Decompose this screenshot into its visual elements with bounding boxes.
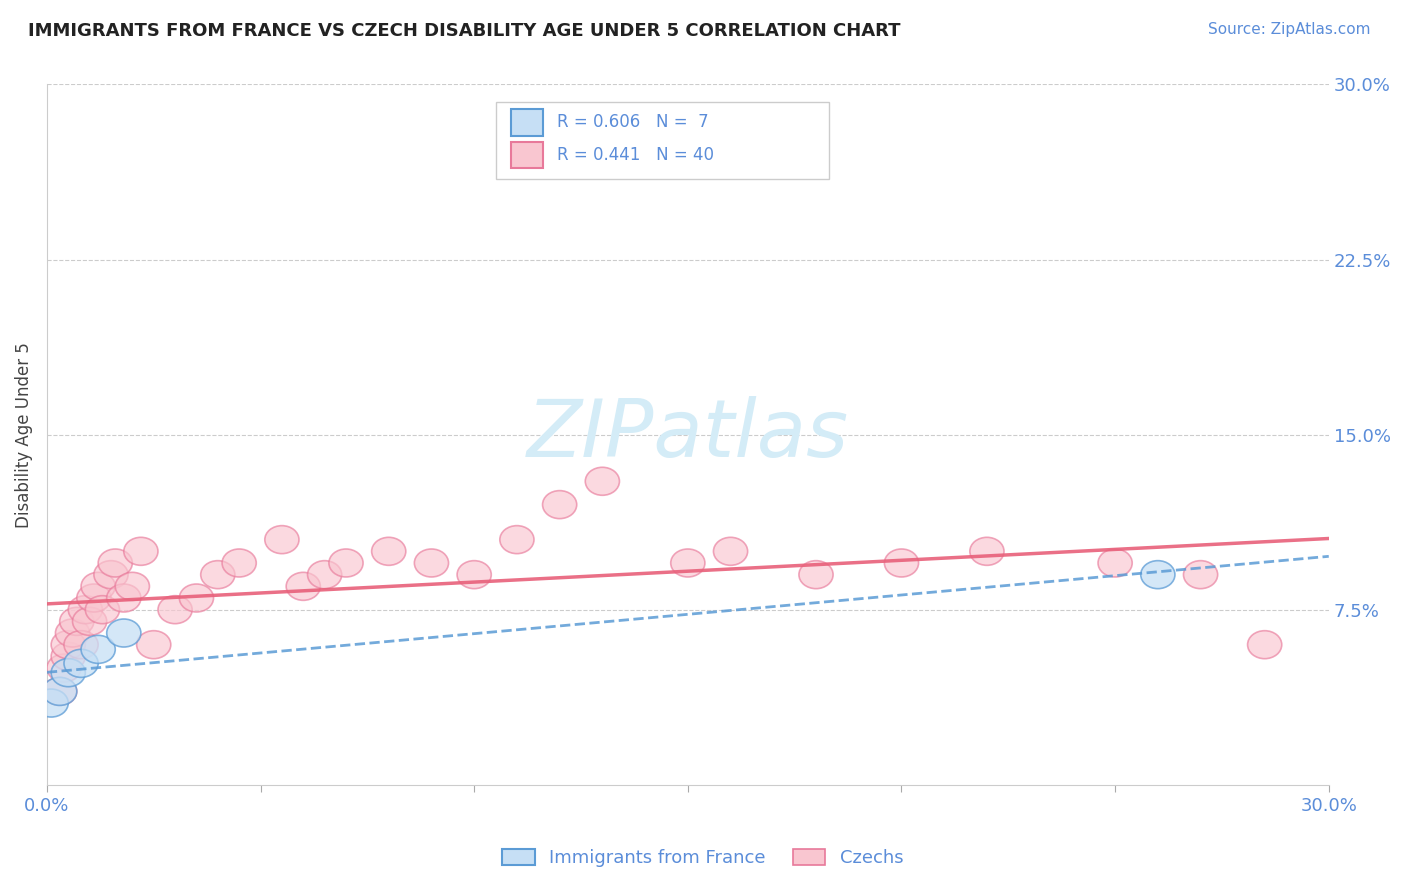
Ellipse shape — [94, 561, 128, 589]
Ellipse shape — [457, 561, 491, 589]
Ellipse shape — [222, 549, 256, 577]
FancyBboxPatch shape — [495, 102, 828, 179]
Ellipse shape — [69, 596, 103, 624]
Ellipse shape — [1184, 561, 1218, 589]
Ellipse shape — [371, 537, 406, 566]
Text: Source: ZipAtlas.com: Source: ZipAtlas.com — [1208, 22, 1371, 37]
Text: R = 0.606   N =  7: R = 0.606 N = 7 — [557, 113, 709, 131]
Ellipse shape — [585, 467, 620, 495]
Bar — [510, 109, 543, 136]
Ellipse shape — [180, 584, 214, 612]
Ellipse shape — [86, 596, 120, 624]
Ellipse shape — [82, 573, 115, 600]
Ellipse shape — [51, 631, 86, 658]
Ellipse shape — [65, 649, 98, 677]
Ellipse shape — [157, 596, 193, 624]
Ellipse shape — [499, 525, 534, 554]
Legend: Immigrants from France, Czechs: Immigrants from France, Czechs — [495, 841, 911, 874]
Ellipse shape — [73, 607, 107, 635]
Ellipse shape — [671, 549, 704, 577]
Text: ZIPatlas: ZIPatlas — [527, 395, 849, 474]
Ellipse shape — [329, 549, 363, 577]
Ellipse shape — [201, 561, 235, 589]
Ellipse shape — [543, 491, 576, 518]
Ellipse shape — [124, 537, 157, 566]
Ellipse shape — [51, 658, 86, 687]
Ellipse shape — [1140, 561, 1175, 589]
Ellipse shape — [46, 654, 82, 682]
Ellipse shape — [799, 561, 834, 589]
Ellipse shape — [34, 689, 69, 717]
Ellipse shape — [115, 573, 149, 600]
Ellipse shape — [264, 525, 299, 554]
Ellipse shape — [1098, 549, 1132, 577]
Text: IMMIGRANTS FROM FRANCE VS CZECH DISABILITY AGE UNDER 5 CORRELATION CHART: IMMIGRANTS FROM FRANCE VS CZECH DISABILI… — [28, 22, 901, 40]
Text: R = 0.441   N = 40: R = 0.441 N = 40 — [557, 146, 714, 164]
Ellipse shape — [884, 549, 918, 577]
Ellipse shape — [308, 561, 342, 589]
Ellipse shape — [42, 677, 77, 706]
Ellipse shape — [136, 631, 170, 658]
Ellipse shape — [107, 619, 141, 647]
Bar — [510, 142, 543, 169]
Ellipse shape — [415, 549, 449, 577]
Ellipse shape — [59, 607, 94, 635]
Ellipse shape — [55, 619, 90, 647]
Ellipse shape — [107, 584, 141, 612]
Ellipse shape — [51, 642, 86, 671]
Ellipse shape — [65, 631, 98, 658]
Y-axis label: Disability Age Under 5: Disability Age Under 5 — [15, 342, 32, 527]
Ellipse shape — [713, 537, 748, 566]
Ellipse shape — [77, 584, 111, 612]
Ellipse shape — [42, 677, 77, 706]
Ellipse shape — [82, 635, 115, 664]
Ellipse shape — [287, 573, 321, 600]
Ellipse shape — [970, 537, 1004, 566]
Ellipse shape — [1247, 631, 1282, 658]
Ellipse shape — [98, 549, 132, 577]
